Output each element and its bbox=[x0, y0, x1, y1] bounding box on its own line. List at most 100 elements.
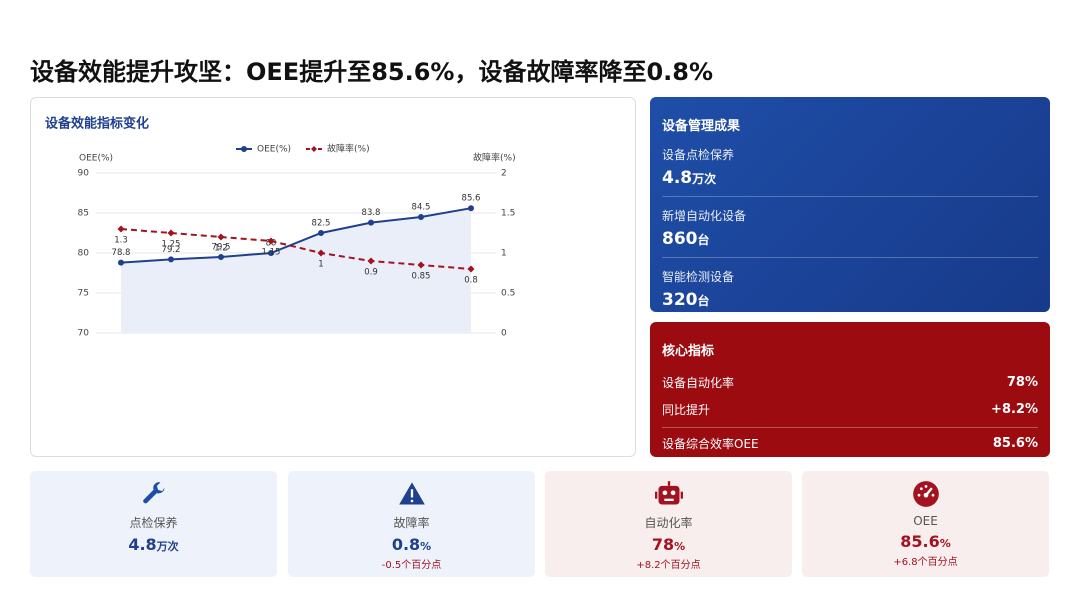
kpi-card: 故障率 0.8% -0.5个百分点 bbox=[288, 471, 535, 577]
data-label: 82.5 bbox=[312, 219, 331, 229]
row-value: 78% bbox=[1006, 375, 1038, 390]
data-label: 0.8 bbox=[464, 276, 478, 286]
core-row: 设备自动化率 78% bbox=[662, 369, 1038, 396]
data-label: 85.6 bbox=[462, 194, 481, 204]
point bbox=[417, 261, 425, 269]
legend-marker bbox=[311, 146, 317, 152]
point bbox=[468, 205, 474, 212]
robot-icon bbox=[654, 481, 683, 505]
point bbox=[318, 230, 324, 236]
kpi-unit: % bbox=[674, 540, 686, 553]
item-label: 设备点检保养 bbox=[662, 148, 735, 162]
management-item: 新增自动化设备 860台 bbox=[662, 205, 1038, 258]
series-line bbox=[120, 228, 472, 270]
data-label: 79.5 bbox=[212, 243, 231, 253]
kpi-card: 自动化率 78% +8.2个百分点 bbox=[545, 471, 792, 577]
y2-tick-label: 1.5 bbox=[501, 209, 515, 219]
item-value: 4.8万次 bbox=[662, 168, 1038, 188]
item-label: 新增自动化设备 bbox=[662, 209, 747, 223]
item-value: 860台 bbox=[662, 229, 1038, 249]
point bbox=[217, 233, 225, 241]
kpi-number: 0.8 bbox=[391, 535, 421, 554]
legend-label: OEE(%) bbox=[257, 145, 291, 155]
item-unit: 台 bbox=[697, 294, 710, 308]
kpi-unit: % bbox=[420, 540, 432, 553]
kpi-label: 自动化率 bbox=[644, 516, 693, 530]
data-label: 83.8 bbox=[362, 208, 381, 218]
data-label: 84.5 bbox=[412, 203, 431, 213]
data-label: 78.8 bbox=[112, 248, 131, 258]
data-label: 1.15 bbox=[262, 248, 281, 258]
core-row: 同比提升 +8.2% bbox=[662, 396, 1038, 423]
kpi-card: 点检保养 4.8万次 bbox=[30, 471, 277, 577]
point bbox=[268, 250, 274, 256]
item-value: 320台 bbox=[662, 290, 1038, 310]
kpi-value: 0.8% bbox=[288, 535, 535, 554]
legend-label: 故障率(%) bbox=[327, 143, 370, 155]
y-tick-label: 90 bbox=[78, 169, 90, 179]
point bbox=[367, 257, 375, 265]
item-label: 智能检测设备 bbox=[662, 270, 735, 284]
y2-tick-label: 2 bbox=[501, 169, 507, 179]
point bbox=[167, 229, 175, 237]
row-label: 设备自动化率 bbox=[662, 376, 735, 390]
point bbox=[418, 214, 424, 220]
point bbox=[118, 259, 124, 266]
row-label: 同比提升 bbox=[662, 403, 711, 417]
wrench-icon bbox=[142, 482, 164, 504]
data-label: 0.9 bbox=[364, 268, 378, 278]
chart-title: 设备效能指标变化 bbox=[45, 116, 149, 132]
point bbox=[117, 225, 125, 233]
kpi-unit: 万次 bbox=[156, 540, 179, 553]
y2-tick-label: 1 bbox=[501, 249, 507, 259]
data-label: 1.25 bbox=[162, 240, 181, 250]
y-tick-label: 70 bbox=[78, 329, 90, 339]
core-row: 设备综合效率OEE 85.6% bbox=[662, 427, 1038, 458]
y2-tick-label: 0 bbox=[501, 329, 507, 339]
data-label: 1 bbox=[318, 260, 323, 270]
row-value: 85.6% bbox=[992, 435, 1038, 451]
point bbox=[368, 219, 374, 226]
kpi-label: 故障率 bbox=[393, 516, 430, 530]
series-line bbox=[120, 207, 472, 264]
point bbox=[467, 265, 475, 273]
kpi-unit: % bbox=[939, 537, 951, 550]
y2-axis-label: 故障率(%) bbox=[473, 152, 516, 164]
data-label: 79.2 bbox=[162, 245, 181, 255]
y-axis-label: OEE(%) bbox=[79, 154, 113, 164]
data-label: 0.85 bbox=[412, 272, 431, 282]
y-tick-label: 75 bbox=[78, 289, 89, 299]
item-number: 860 bbox=[662, 229, 698, 249]
warning-icon bbox=[398, 482, 425, 505]
kpi-value: 78% bbox=[545, 535, 792, 554]
y-tick-label: 85 bbox=[78, 209, 89, 219]
kpi-number: 4.8 bbox=[128, 535, 157, 554]
kpi-card: OEE 85.6% +6.8个百分点 bbox=[802, 471, 1049, 577]
point bbox=[317, 249, 325, 257]
area bbox=[121, 208, 471, 333]
kpi-number: 78 bbox=[651, 535, 675, 554]
item-unit: 万次 bbox=[692, 172, 717, 186]
card-title: 核心指标 bbox=[662, 344, 715, 359]
data-label: 1.3 bbox=[114, 236, 128, 246]
management-card: 设备管理成果 设备点检保养 4.8万次 新增自动化设备 860台 智能检测设备 320台 bbox=[650, 97, 1050, 312]
core-card: 核心指标 设备自动化率 78% 同比提升 +8.2% 设备综合效率OEE 85.6% bbox=[650, 322, 1050, 457]
kpi-number: 85.6 bbox=[900, 532, 940, 551]
y2-tick-label: 0.5 bbox=[501, 289, 515, 299]
data-label: 1.2 bbox=[214, 244, 228, 254]
item-number: 320 bbox=[662, 290, 698, 310]
management-item: 设备点检保养 4.8万次 bbox=[662, 144, 1038, 197]
item-unit: 台 bbox=[697, 233, 710, 247]
kpi-change: +6.8个百分点 bbox=[893, 557, 958, 568]
point bbox=[267, 237, 275, 245]
chart-panel: 设备效能指标变化 OEE(%) 故障率(%) 70 75 80 85 90 0 0.5 1 1.… bbox=[30, 97, 636, 457]
y-tick-label: 80 bbox=[78, 249, 90, 259]
row-value: +8.2% bbox=[991, 402, 1038, 417]
kpi-value: 85.6% bbox=[802, 532, 1049, 551]
core-rows: 设备自动化率 78% 同比提升 +8.2% 设备综合效率OEE 85.6% bbox=[662, 369, 1038, 458]
chart: 设备效能指标变化 OEE(%) 故障率(%) 70 75 80 85 90 0 0.5 1 1.… bbox=[45, 116, 516, 339]
gauge-icon bbox=[912, 481, 939, 507]
kpi-change: -0.5个百分点 bbox=[381, 560, 442, 571]
management-items: 设备点检保养 4.8万次 新增自动化设备 860台 智能检测设备 320台 bbox=[662, 144, 1038, 318]
